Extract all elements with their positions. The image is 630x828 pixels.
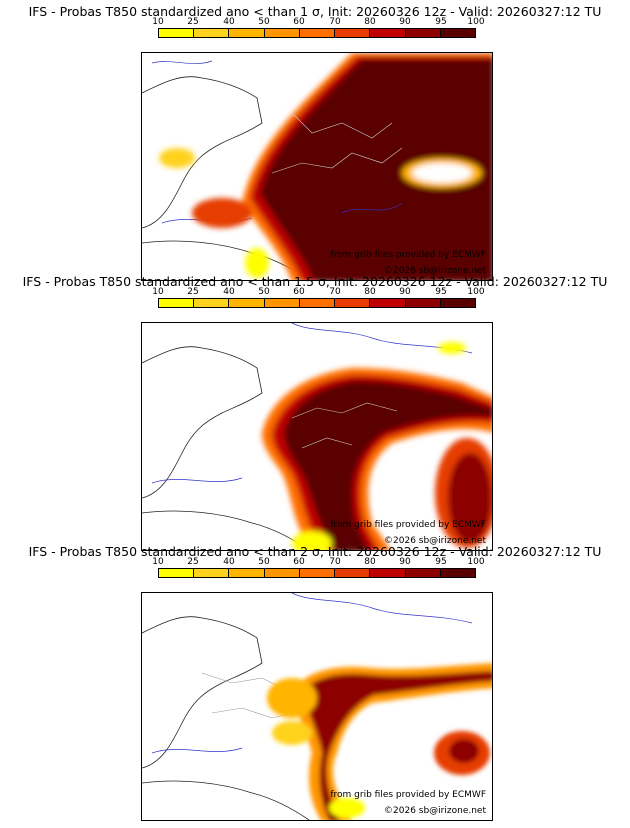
colorbar-tick: 70 xyxy=(329,557,341,567)
colorbar-tick: 25 xyxy=(187,17,199,27)
border xyxy=(301,437,353,449)
colorbar-segment xyxy=(264,299,300,307)
colorbar-segment xyxy=(159,29,195,37)
credit-source: from grib files provided by ECMWF xyxy=(330,250,486,260)
colorbar-tick: 90 xyxy=(399,557,411,567)
probability-field xyxy=(262,342,492,550)
colorbar xyxy=(158,568,476,578)
colorbar-tick: 80 xyxy=(364,557,376,567)
colorbar-tick: 40 xyxy=(223,17,235,27)
colorbar-segment xyxy=(159,299,195,307)
colorbar-segment xyxy=(194,29,230,37)
colorbar-segment xyxy=(299,569,336,577)
colorbar-segment xyxy=(194,299,230,307)
colorbar-tick: 100 xyxy=(467,17,485,27)
colorbar-segment xyxy=(370,569,406,577)
colorbar-segment xyxy=(440,569,475,577)
river xyxy=(151,60,213,64)
colorbar-segment xyxy=(229,569,265,577)
colorbar-segment xyxy=(335,29,371,37)
colorbar-tick: 50 xyxy=(258,557,270,567)
coastline xyxy=(142,76,263,229)
colorbar-segment xyxy=(440,299,475,307)
colorbar xyxy=(158,28,476,38)
map-graphic xyxy=(142,593,492,820)
map-graphic xyxy=(142,53,492,280)
credit-source: from grib files provided by ECMWF xyxy=(330,790,486,800)
coastline xyxy=(142,780,310,820)
colorbar-segment xyxy=(440,29,475,37)
panel-title: IFS - Probas T850 standardized ano < tha… xyxy=(22,274,608,289)
colorbar-segment xyxy=(370,29,406,37)
border xyxy=(291,112,393,139)
credit-copyright: ©2026 sb@irizone.net xyxy=(384,806,486,816)
credit-source: from grib files provided by ECMWF xyxy=(330,520,486,530)
colorbar-segment xyxy=(370,299,406,307)
river xyxy=(341,202,403,214)
colorbar-tick: 10 xyxy=(152,17,164,27)
colorbar-segment xyxy=(405,29,441,37)
panel-title: IFS - Probas T850 standardized ano < tha… xyxy=(28,544,602,559)
river xyxy=(151,477,243,484)
probability-map: from grib files provided by ECMWF ©2026 … xyxy=(141,52,493,281)
river xyxy=(291,593,473,624)
probability-map: from grib files provided by ECMWF ©2026 … xyxy=(141,322,493,551)
colorbar-tick: 70 xyxy=(329,17,341,27)
colorbar-segment xyxy=(405,299,441,307)
credit-copyright: ©2026 sb@irizone.net xyxy=(384,536,486,546)
probability-map: from grib files provided by ECMWF ©2026 … xyxy=(141,592,493,821)
colorbar-tick: 60 xyxy=(293,557,305,567)
colorbar-tick: 25 xyxy=(187,557,199,567)
border xyxy=(271,147,403,174)
colorbar-tick: 10 xyxy=(152,557,164,567)
credit-copyright: ©2026 sb@irizone.net xyxy=(384,266,486,276)
colorbar-tick: 10 xyxy=(152,287,164,297)
colorbar-segment xyxy=(159,569,195,577)
colorbar-segment xyxy=(194,569,230,577)
colorbar-tick: 95 xyxy=(435,17,447,27)
colorbar-segment xyxy=(229,29,265,37)
colorbar xyxy=(158,298,476,308)
colorbar-segment xyxy=(299,29,336,37)
probability-field xyxy=(159,53,492,280)
colorbar-segment xyxy=(335,299,371,307)
probability-field xyxy=(267,663,492,820)
colorbar-segment xyxy=(299,299,336,307)
colorbar-tick: 60 xyxy=(293,17,305,27)
map-panel-2: IFS - Probas T850 standardized ano < tha… xyxy=(0,274,630,551)
colorbar-segment xyxy=(335,569,371,577)
coastline xyxy=(142,616,263,769)
panel-title: IFS - Probas T850 standardized ano < tha… xyxy=(28,4,602,19)
map-graphic xyxy=(142,323,492,550)
coastline xyxy=(142,346,263,499)
colorbar-tick: 90 xyxy=(399,287,411,297)
colorbar-tick: 95 xyxy=(435,557,447,567)
colorbar-tick: 50 xyxy=(258,287,270,297)
colorbar-segment xyxy=(264,569,300,577)
river xyxy=(151,747,243,754)
colorbar-tick: 80 xyxy=(364,287,376,297)
colorbar-tick: 90 xyxy=(399,17,411,27)
coastline xyxy=(142,510,310,550)
map-panel-3: IFS - Probas T850 standardized ano < tha… xyxy=(0,544,630,821)
colorbar-tick: 100 xyxy=(467,557,485,567)
colorbar-tick: 70 xyxy=(329,287,341,297)
colorbar-tick: 80 xyxy=(364,17,376,27)
colorbar-tick: 25 xyxy=(187,287,199,297)
colorbar-tick: 50 xyxy=(258,17,270,27)
colorbar-tick: 95 xyxy=(435,287,447,297)
colorbar-tick: 40 xyxy=(223,557,235,567)
colorbar-tick: 60 xyxy=(293,287,305,297)
colorbar-segment xyxy=(264,29,300,37)
border xyxy=(291,402,398,419)
colorbar-tick: 40 xyxy=(223,287,235,297)
colorbar-segment xyxy=(405,569,441,577)
map-panel-1: IFS - Probas T850 standardized ano < tha… xyxy=(0,4,630,281)
colorbar-segment xyxy=(229,299,265,307)
colorbar-tick: 100 xyxy=(467,287,485,297)
